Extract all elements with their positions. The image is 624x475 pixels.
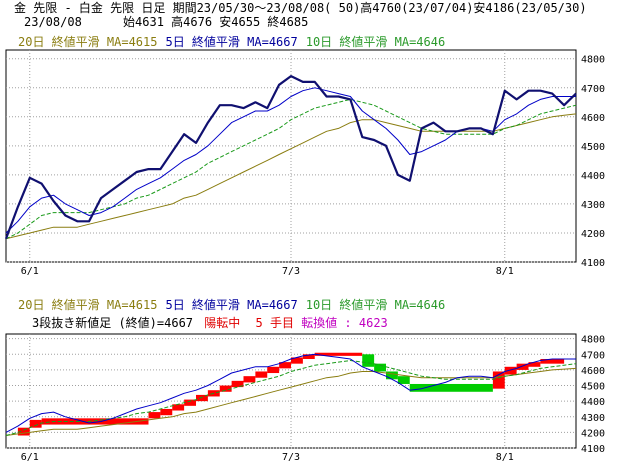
- price-panel-y-tick-label: 4400: [581, 171, 605, 182]
- up-block: [243, 376, 256, 383]
- price-panel-y-tick-label: 4300: [581, 200, 605, 211]
- down-block: [397, 376, 410, 384]
- legend-ma20-bottom: 20日 終値平滑 MA=4615: [18, 298, 158, 312]
- block-panel-y-tick-label: 4200: [581, 428, 605, 439]
- block-panel-x-tick-label: 6/1: [21, 452, 39, 463]
- legend-ma5: 5日 終値平滑 MA=4667: [165, 35, 298, 49]
- up-block: [148, 412, 161, 419]
- block-panel-y-tick-label: 4700: [581, 350, 605, 361]
- block-ma20-line: [5, 367, 577, 436]
- ohlc-values: 始4631 高4676 安4655 終4685: [123, 15, 309, 29]
- price-panel-x-tick-label: 7/3: [282, 266, 300, 277]
- price-panel-x-tick-label: 8/1: [496, 266, 514, 277]
- price-panel-y-tick-label: 4600: [581, 113, 605, 124]
- block-panel-y-tick-label: 4500: [581, 382, 605, 393]
- new-price-label: 3段抜き新値足 (終値)=4667: [32, 316, 194, 330]
- block-panel-x-tick-label: 8/1: [496, 452, 514, 463]
- up-block: [279, 362, 291, 369]
- up-block: [516, 363, 529, 370]
- ma10-line: [5, 98, 577, 240]
- up-block: [267, 366, 280, 374]
- legend-ma5-bottom: 5日 終値平滑 MA=4667: [165, 298, 298, 312]
- block-panel-y-tick-label: 4300: [581, 413, 605, 424]
- up-block: [219, 385, 232, 392]
- up-block: [302, 354, 315, 359]
- down-block: [374, 363, 386, 372]
- up-block: [231, 380, 244, 388]
- up-block: [17, 427, 30, 436]
- reversal-value: 転換値 : 4623: [301, 316, 388, 330]
- block-ma10-line: [5, 360, 577, 436]
- ohlc-date: 23/08/08: [24, 15, 82, 29]
- up-block: [255, 371, 268, 378]
- legend-ma10-bottom: 10日 終値平滑 MA=4646: [305, 298, 446, 312]
- down-block: [386, 371, 398, 380]
- block-panel-y-tick-label: 4800: [581, 335, 605, 346]
- trend-status: 陽転中: [204, 316, 241, 330]
- price-panel-y-tick-label: 4800: [581, 55, 605, 66]
- up-block: [172, 404, 185, 411]
- up-block: [29, 419, 42, 428]
- ma-legend-top: 20日 終値平滑 MA=4615 5日 終値平滑 MA=4667 10日 終値平滑 …: [18, 35, 453, 49]
- up-block: [504, 366, 517, 375]
- down-block: [362, 354, 375, 367]
- up-block: [196, 394, 208, 402]
- up-block: [314, 352, 363, 356]
- ma-legend-bottom: 20日 終値平滑 MA=4615 5日 終値平滑 MA=4667 10日 終値平滑 …: [18, 298, 453, 312]
- block-panel-y-tick-label: 4600: [581, 366, 605, 377]
- close-line: [4, 74, 577, 240]
- up-block: [291, 357, 303, 364]
- block-ma5-line: [5, 353, 576, 433]
- down-block: [409, 383, 493, 392]
- up-block: [160, 408, 173, 416]
- up-block: [540, 358, 565, 364]
- up-block: [41, 418, 149, 425]
- step-count: 5 手目: [255, 316, 294, 330]
- price-panel-y-tick-label: 4100: [581, 258, 605, 269]
- price-panel-y-tick-label: 4700: [581, 84, 605, 95]
- ma20-line: [5, 113, 577, 240]
- ohlc-info: 23/08/08 始4631 高4676 安4655 終4685: [24, 15, 308, 29]
- legend-ma10: 10日 終値平滑 MA=4646: [305, 35, 446, 49]
- block-panel-y-tick-label: 4100: [581, 444, 605, 455]
- price-panel-x-tick-label: 6/1: [21, 266, 39, 277]
- chart-title: 金 先限 - 白金 先限 日足 期間23/05/30～23/08/08( 50)…: [14, 1, 587, 15]
- price-panel-y-tick-label: 4200: [581, 229, 605, 240]
- price-panel-y-tick-label: 4500: [581, 142, 605, 153]
- up-block: [492, 371, 505, 389]
- block-panel-x-tick-label: 7/3: [282, 452, 300, 463]
- up-block: [184, 399, 196, 406]
- new-price-status: 3段抜き新値足 (終値)=4667 陽転中 5 手目 転換値 : 4623: [32, 316, 388, 330]
- block-panel-y-tick-label: 4400: [581, 397, 605, 408]
- legend-ma20: 20日 終値平滑 MA=4615: [18, 35, 158, 49]
- up-block: [528, 362, 541, 367]
